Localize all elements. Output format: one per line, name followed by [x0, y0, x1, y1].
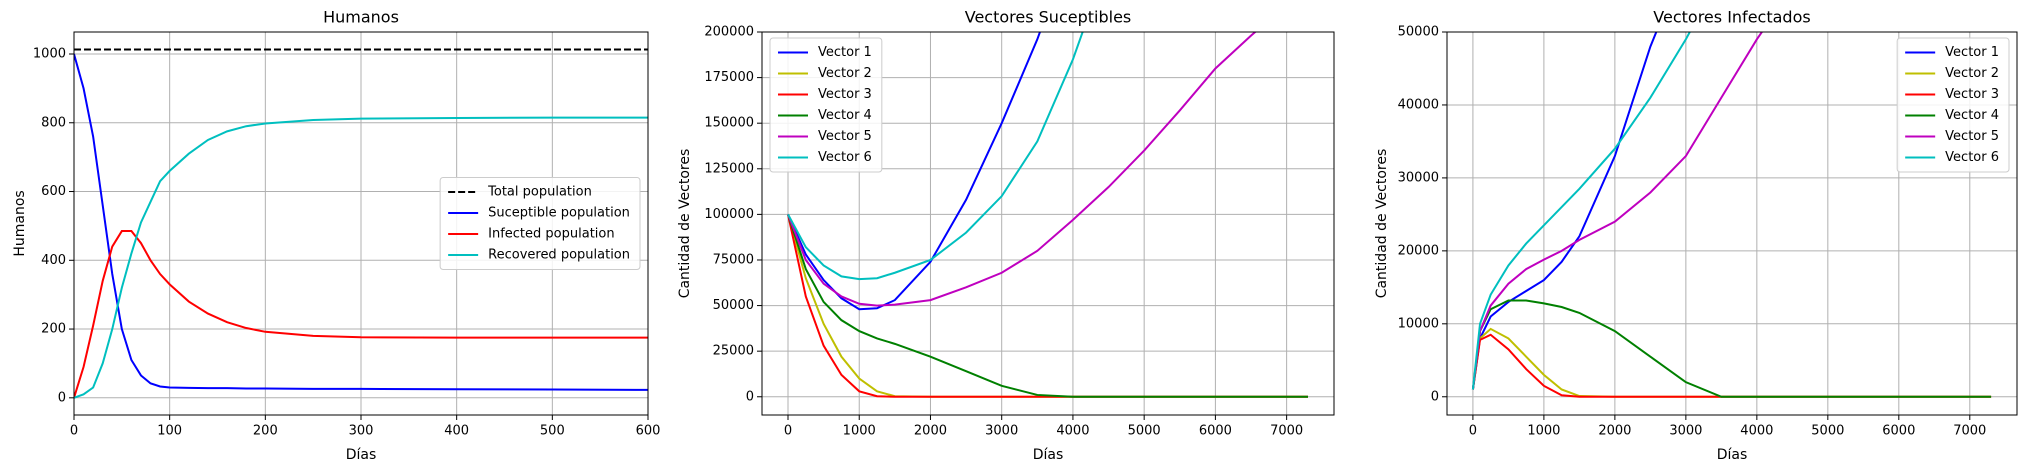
x-tick-label: 7000: [1953, 424, 1986, 439]
series-line: [1471, 32, 1764, 390]
legend-label: Total population: [487, 185, 592, 200]
chart-title: Humanos: [323, 8, 399, 27]
x-tick-label: 1000: [1527, 424, 1560, 439]
y-tick-label: 175000: [704, 70, 754, 85]
y-tick-label: 0: [58, 390, 66, 405]
legend-label: Vector 6: [818, 150, 872, 165]
legend-label: Vector 5: [818, 129, 872, 144]
legend-box: [769, 37, 883, 173]
x-tick-label: 6000: [1199, 424, 1232, 439]
y-tick-label: 0: [746, 389, 754, 404]
chart-title: Vectores Suceptibles: [965, 8, 1132, 27]
y-tick-label: 200000: [704, 25, 754, 40]
x-tick-label: 600: [636, 424, 661, 439]
plot-frame: [761, 31, 1335, 416]
x-tick-label: 4000: [1056, 424, 1089, 439]
x-tick-label: 200: [253, 424, 278, 439]
subplot: 0 100 200 300 400 500 600 0 200 400 600 800 1000 Huma…: [12, 8, 660, 464]
y-tick-label: 100000: [704, 207, 754, 222]
series-line: [74, 230, 648, 399]
series-line: [787, 32, 1257, 307]
series-line: [1471, 299, 1992, 398]
x-tick-label: 300: [349, 424, 374, 439]
x-tick-label: 400: [444, 424, 469, 439]
x-tick-label: 4000: [1740, 424, 1773, 439]
y-tick-label: 150000: [704, 116, 754, 131]
series-line: [74, 53, 648, 391]
subplot: 0 1000 2000 3000 4000 5000 6000 7000 0 25000 50000…: [677, 8, 1335, 463]
series-line: [1471, 327, 1992, 398]
subplot: 0 1000 2000 3000 4000 5000 6000 7000 0 10000 20000…: [1374, 8, 2018, 463]
legend-label: Vector 1: [818, 45, 872, 60]
x-tick-label: 6000: [1882, 424, 1915, 439]
x-tick-label: 0: [1469, 424, 1477, 439]
x-tick-label: 2000: [914, 424, 947, 439]
series-line: [74, 116, 648, 399]
x-tick-label: 3000: [1669, 424, 1702, 439]
y-tick-label: 600: [41, 184, 66, 199]
legend-label: Recovered population: [488, 248, 630, 263]
x-tick-label: 7000: [1270, 424, 1303, 439]
legend: Vector 1 Vector 2 Vector 3 Vector 4 Vector 5…: [769, 37, 883, 173]
legend: Vector 1 Vector 2 Vector 3 Vector 4 Vector 5…: [1896, 37, 2010, 173]
y-tick-label: 200: [41, 322, 66, 337]
x-axis-label: Días: [346, 447, 377, 463]
plot-frame: [73, 31, 649, 416]
legend-label: Vector 2: [1945, 66, 1999, 81]
x-axis-label: Días: [1033, 447, 1064, 463]
x-tick-label: 500: [540, 424, 565, 439]
series-line: [1471, 32, 1658, 390]
legend-label: Vector 4: [1945, 108, 1999, 123]
series-line: [1471, 32, 1691, 390]
y-tick-label: 1000: [33, 47, 66, 62]
y-tick-label: 40000: [1398, 97, 1439, 112]
series-line: [1471, 333, 1992, 398]
legend-box: [439, 177, 641, 270]
x-tick-label: 0: [784, 424, 792, 439]
legend-label: Vector 4: [818, 108, 872, 123]
x-tick-label: 3000: [985, 424, 1018, 439]
y-tick-label: 50000: [1398, 25, 1439, 40]
x-tick-label: 2000: [1598, 424, 1631, 439]
y-tick-label: 10000: [1398, 316, 1439, 331]
legend-label: Vector 3: [818, 87, 872, 102]
y-axis-label: Humanos: [12, 190, 28, 256]
legend-label: Vector 3: [1945, 87, 1999, 102]
legend-label: Vector 2: [818, 66, 872, 81]
x-tick-label: 5000: [1128, 424, 1161, 439]
y-tick-label: 800: [41, 115, 66, 130]
y-axis-label: Cantidad de Vectores: [1374, 149, 1390, 299]
legend-box: [1896, 37, 2010, 173]
y-tick-label: 30000: [1398, 170, 1439, 185]
y-tick-label: 0: [1431, 389, 1439, 404]
y-tick-label: 75000: [713, 252, 754, 267]
series-line: [787, 214, 1308, 398]
legend-label: Vector 1: [1945, 45, 1999, 60]
x-tick-label: 100: [157, 424, 182, 439]
legend-label: Infected population: [488, 227, 614, 242]
legend: Total population Suceptible population Inf…: [439, 177, 641, 270]
y-tick-label: 400: [41, 253, 66, 268]
x-tick-label: 0: [70, 424, 78, 439]
x-axis-label: Días: [1717, 447, 1748, 463]
x-tick-label: 5000: [1811, 424, 1844, 439]
legend-label: Vector 6: [1945, 150, 1999, 165]
y-tick-label: 50000: [713, 298, 754, 313]
y-tick-label: 25000: [713, 344, 754, 359]
legend-label: Vector 5: [1945, 129, 1999, 144]
series-line: [787, 32, 1084, 281]
x-tick-label: 1000: [843, 424, 876, 439]
legend-label: Suceptible population: [488, 206, 630, 221]
y-tick-label: 20000: [1398, 243, 1439, 258]
chart-title: Vectores Infectados: [1653, 8, 1810, 27]
y-axis-label: Cantidad de Vectores: [677, 149, 693, 299]
plot-frame: [1446, 31, 2018, 416]
y-tick-label: 125000: [704, 161, 754, 176]
